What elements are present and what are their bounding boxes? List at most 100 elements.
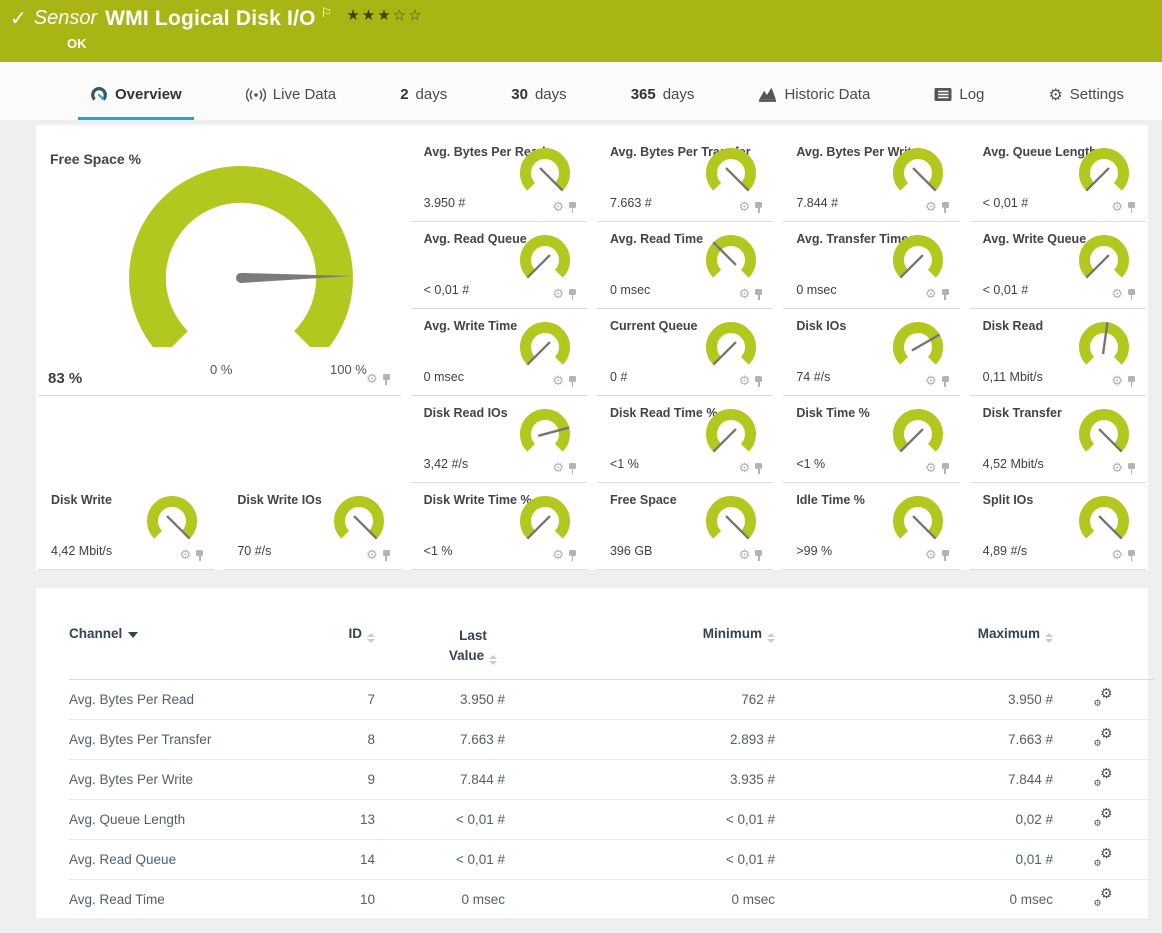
pin-icon[interactable]: [941, 201, 950, 214]
pin-icon[interactable]: [568, 201, 577, 214]
gear-icon[interactable]: ⚙: [1111, 461, 1123, 476]
gear-icon[interactable]: ⚙: [179, 548, 192, 563]
channel-table: Channel ID Last Value Minimum Maximum Av…: [69, 622, 1154, 920]
gear-icon[interactable]: ⚙: [1111, 200, 1123, 215]
pin-icon[interactable]: [754, 549, 763, 562]
gauge-title: Disk Write IOs: [237, 493, 322, 507]
channel-settings-icon[interactable]: ⚙ ⚙: [1093, 766, 1113, 790]
tab-settings[interactable]: ⚙ Settings: [1048, 86, 1124, 104]
primary-gauge-tile: Free Space % 0 % 100 % 83 % ⚙: [38, 135, 401, 396]
settings-gear-icon: ⚙: [1048, 86, 1063, 104]
gauges-panel: Free Space % 0 % 100 % 83 % ⚙ Avg. Bytes…: [36, 125, 1148, 570]
gear-icon[interactable]: ⚙: [925, 374, 937, 389]
gauge-min-label: 0 %: [210, 362, 233, 377]
tab-365-days[interactable]: 365 days: [630, 86, 695, 103]
pin-icon[interactable]: [754, 375, 763, 388]
pin-icon[interactable]: [568, 462, 577, 475]
channel-name[interactable]: Avg. Queue Length: [69, 812, 186, 828]
gear-icon[interactable]: ⚙: [552, 548, 564, 563]
pin-icon[interactable]: [382, 549, 391, 562]
pin-icon[interactable]: [568, 375, 577, 388]
gauge-needle: [1098, 428, 1123, 453]
channel-name[interactable]: Avg. Bytes Per Transfer: [69, 732, 212, 748]
gear-icon[interactable]: ⚙: [366, 548, 378, 563]
gear-icon[interactable]: ⚙: [552, 287, 564, 302]
channel-id: 8: [367, 732, 375, 748]
pin-icon[interactable]: [568, 549, 577, 562]
gauge-title: Free Space: [609, 493, 677, 507]
gauge-value: < 0,01 #: [982, 283, 1029, 297]
channel-settings-icon[interactable]: ⚙ ⚙: [1093, 686, 1113, 710]
channel-last-value: 0 msec: [461, 892, 505, 908]
gauge-needle: [352, 515, 378, 540]
pin-icon[interactable]: [941, 288, 950, 301]
pin-icon[interactable]: [941, 462, 950, 475]
tab-live-data[interactable]: Live Data: [234, 72, 348, 120]
pin-icon[interactable]: [941, 375, 950, 388]
gear-icon[interactable]: ⚙: [925, 287, 937, 302]
tab-30-days[interactable]: 30 days: [511, 86, 567, 103]
gear-icon[interactable]: ⚙: [738, 548, 751, 563]
gauge-tile: Avg. Read Queue < 0,01 # ⚙: [410, 222, 587, 309]
gear-icon[interactable]: ⚙: [552, 461, 564, 476]
channel-last-value: < 0,01 #: [455, 852, 505, 868]
gear-icon[interactable]: ⚙: [1111, 548, 1123, 563]
pin-icon[interactable]: [941, 549, 950, 562]
gauge-title: Disk Read IOs: [423, 406, 508, 420]
column-header-channel[interactable]: Channel: [69, 622, 319, 680]
pin-icon[interactable]: [754, 201, 763, 214]
table-row: Avg. Queue Length 13 < 0,01 # < 0,01 # 0…: [69, 800, 1154, 840]
gear-icon[interactable]: ⚙: [925, 548, 937, 563]
tab-historic-data[interactable]: Historic Data: [746, 72, 882, 120]
channel-settings-icon[interactable]: ⚙ ⚙: [1093, 886, 1113, 910]
primary-gauge-value: 83 %: [48, 370, 83, 387]
pin-icon[interactable]: [754, 288, 763, 301]
pin-icon[interactable]: [382, 373, 391, 386]
pin-icon[interactable]: [568, 288, 577, 301]
gear-icon[interactable]: ⚙: [366, 372, 378, 387]
gauge-chart: [892, 322, 943, 365]
pin-icon[interactable]: [1127, 462, 1136, 475]
channel-settings-icon[interactable]: ⚙ ⚙: [1093, 846, 1113, 870]
pin-icon[interactable]: [1127, 288, 1136, 301]
tab-log[interactable]: Log: [922, 72, 996, 120]
gauge-needle: [526, 254, 551, 279]
gear-icon[interactable]: ⚙: [738, 200, 751, 215]
gear-icon[interactable]: ⚙: [552, 374, 564, 389]
pin-icon[interactable]: [1127, 201, 1136, 214]
gear-icon[interactable]: ⚙: [925, 200, 937, 215]
channel-id: 14: [359, 852, 375, 868]
gear-icon[interactable]: ⚙: [738, 461, 751, 476]
gauge-chart: [892, 235, 943, 279]
favorite-flag-icon[interactable]: ⚐: [320, 4, 333, 20]
gauge-tile: Disk Time % <1 % ⚙: [783, 396, 960, 483]
gear-icon[interactable]: ⚙: [1111, 374, 1123, 389]
gear-icon[interactable]: ⚙: [1111, 287, 1123, 302]
tab-overview[interactable]: Overview: [78, 72, 194, 120]
column-header-minimum[interactable]: Minimum: [511, 622, 781, 680]
pin-icon[interactable]: [195, 549, 204, 562]
pin-icon[interactable]: [1127, 549, 1136, 562]
pin-icon[interactable]: [754, 462, 763, 475]
channel-maximum: 0,01 #: [1015, 852, 1053, 868]
gauge-value: 396 GB: [609, 544, 653, 558]
gauge-tile: Avg. Write Queue < 0,01 # ⚙: [969, 222, 1146, 309]
gear-icon[interactable]: ⚙: [738, 374, 751, 389]
channel-settings-icon[interactable]: ⚙ ⚙: [1093, 726, 1113, 750]
channel-name[interactable]: Avg. Read Queue: [69, 852, 177, 868]
priority-stars[interactable]: ★★★☆☆: [346, 6, 424, 24]
column-header-maximum[interactable]: Maximum: [781, 622, 1059, 680]
gear-icon[interactable]: ⚙: [552, 200, 564, 215]
pin-icon[interactable]: [1127, 375, 1136, 388]
column-header-id[interactable]: ID: [319, 622, 381, 680]
channel-name[interactable]: Avg. Read Time: [69, 892, 165, 908]
tab-2-days[interactable]: 2 days: [400, 86, 448, 103]
gear-icon[interactable]: ⚙: [925, 461, 937, 476]
channel-settings-icon[interactable]: ⚙ ⚙: [1093, 806, 1113, 830]
gauge-title: Disk Read Time %: [609, 406, 718, 420]
gauge-value: 4,52 Mbit/s: [982, 457, 1044, 471]
gear-icon[interactable]: ⚙: [738, 287, 751, 302]
column-header-last-value[interactable]: Last Value: [381, 622, 511, 680]
channel-name[interactable]: Avg. Bytes Per Write: [69, 772, 194, 788]
channel-name[interactable]: Avg. Bytes Per Read: [69, 692, 195, 708]
